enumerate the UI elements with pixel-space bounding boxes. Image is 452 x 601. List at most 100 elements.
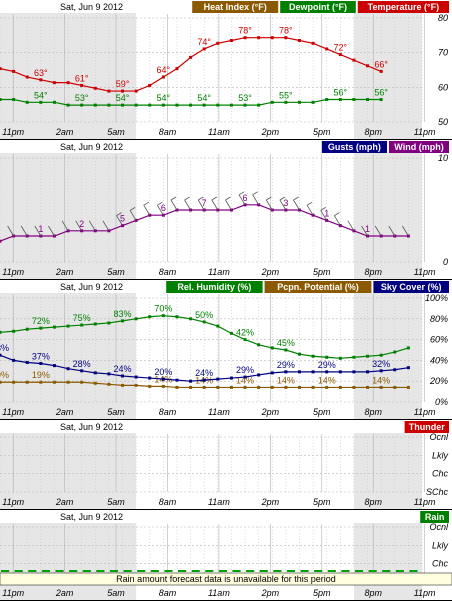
x-tick-label: 11am (208, 407, 230, 417)
wind-barb-flag (197, 196, 204, 201)
data-point (161, 75, 165, 79)
data-point (229, 385, 233, 389)
data-label: 63° (34, 68, 48, 78)
data-point (216, 385, 220, 389)
data-point (311, 354, 315, 358)
data-point (134, 383, 138, 387)
wind-barb (197, 199, 205, 211)
x-tick-label: 11pm (2, 497, 24, 507)
data-point (297, 370, 301, 374)
x-tick-label: 8pm (364, 267, 382, 277)
data-point (25, 380, 29, 384)
x-tick-label: 2am (55, 407, 74, 417)
x-tick-label: 5am (107, 497, 125, 507)
x-tick-label: 8am (159, 588, 177, 598)
data-point (325, 385, 329, 389)
data-point (0, 67, 2, 71)
data-point (352, 98, 356, 102)
data-point (338, 370, 342, 374)
data-point (393, 350, 397, 354)
y-tick-label: 80% (430, 314, 448, 324)
data-point (189, 385, 193, 389)
wind-barb (238, 194, 246, 206)
data-label: 29% (236, 365, 254, 375)
data-point (257, 36, 261, 40)
date-label: Sat, Jun 9 2012 (60, 282, 123, 292)
date-label: Sat, Jun 9 2012 (60, 422, 123, 432)
data-point (338, 98, 342, 102)
data-point (270, 385, 274, 389)
night-band (0, 510, 137, 601)
date-label: Sat, Jun 9 2012 (60, 2, 123, 12)
data-point (284, 36, 288, 40)
data-point (12, 329, 16, 333)
data-point (80, 380, 84, 384)
x-tick-label: 8pm (364, 127, 382, 137)
wind-barb (374, 225, 382, 237)
x-tick-label: 8am (159, 497, 177, 507)
data-availability-mark (191, 570, 200, 572)
wind-barb-flag (238, 191, 245, 196)
data-point (243, 103, 247, 107)
wind-barb (333, 215, 341, 226)
data-point (297, 38, 301, 42)
data-point (257, 103, 261, 107)
data-availability-mark (82, 570, 91, 572)
wind-barb (184, 199, 191, 211)
x-tick-label: 11am (208, 497, 230, 507)
x-tick-label: 8am (159, 127, 177, 137)
wind-barb (265, 199, 273, 211)
data-point (189, 317, 193, 321)
date-label: Sat, Jun 9 2012 (60, 512, 123, 522)
legend-box (192, 1, 279, 13)
data-point (189, 379, 193, 383)
data-point (66, 81, 70, 85)
data-point (379, 369, 383, 373)
y-tick-label: 0% (435, 397, 448, 407)
data-label: 14% (236, 375, 254, 385)
data-point (66, 380, 70, 384)
wind-barb-flag (143, 201, 149, 206)
night-band (353, 140, 422, 280)
wind-barb-flag (266, 196, 272, 201)
wind-barb-flag (157, 201, 163, 206)
data-point (243, 385, 247, 389)
data-availability-mark (1, 570, 10, 572)
x-tick-label: 2pm (261, 267, 280, 277)
wind-barb (361, 225, 368, 237)
x-tick-label: 11pm (2, 127, 24, 137)
panel-header (0, 510, 452, 523)
x-tick-label: 2am (55, 588, 74, 598)
data-availability-mark (205, 570, 214, 572)
x-tick-label: 2pm (261, 407, 280, 417)
wind-barb-flag (252, 191, 258, 196)
data-point (270, 100, 274, 104)
y-tick-label: 70 (438, 48, 448, 58)
data-label: 54° (116, 93, 130, 103)
data-point (39, 78, 43, 82)
data-availability-mark (164, 570, 173, 572)
data-point (52, 325, 56, 329)
x-tick-label: 5pm (313, 267, 331, 277)
data-label: 29% (318, 360, 336, 370)
data-point (393, 385, 397, 389)
data-point (311, 385, 315, 389)
legend-label: Rain (425, 512, 445, 522)
data-point (189, 103, 193, 107)
note-box (0, 572, 452, 586)
data-point (325, 355, 329, 359)
data-availability-mark (177, 570, 187, 572)
data-point (175, 315, 179, 319)
wind-barb (129, 210, 137, 221)
data-label: 72° (334, 43, 348, 53)
data-point (93, 103, 97, 107)
data-point (297, 100, 301, 104)
wind-barb-flag (334, 212, 340, 216)
data-point (189, 55, 193, 59)
data-point (229, 103, 233, 107)
data-point (297, 352, 301, 356)
legend-label: Sky Cover (%) (381, 282, 442, 292)
y-tick-label: Ocnl (429, 432, 449, 442)
data-point (175, 103, 179, 107)
